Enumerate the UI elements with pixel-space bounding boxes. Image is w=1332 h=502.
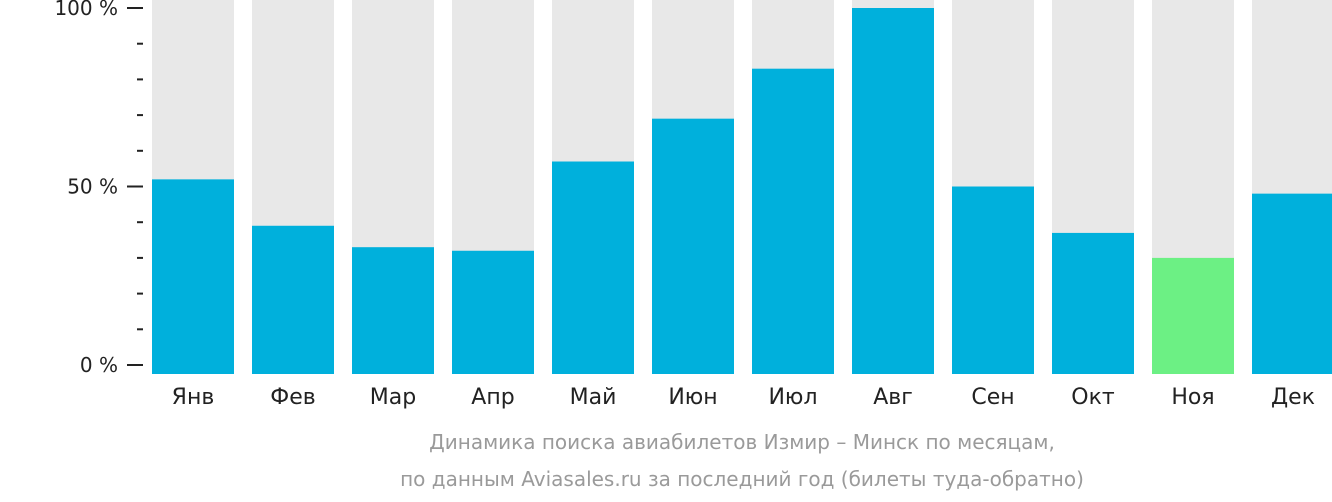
x-tick-label: Июл: [768, 385, 817, 410]
bar-chart: 0 % 50 % 100 % Янв Фев Мар Апр Май Июн Июл Авг Сен…: [54, 0, 1332, 410]
x-tick-label: Янв: [172, 385, 215, 410]
x-tick-label: Сен: [971, 385, 1014, 410]
bar: [952, 186, 1034, 374]
x-tick-label: Мар: [370, 385, 416, 410]
chart-caption-line-2: по данным Aviasales.ru за последний год …: [400, 467, 1084, 491]
bars-group: [152, 0, 1332, 374]
x-tick-label: Авг: [873, 385, 913, 410]
bar: [152, 179, 234, 374]
y-axis: 0 % 50 % 100 %: [54, 0, 143, 377]
x-tick-label: Фев: [270, 385, 315, 410]
bar: [852, 8, 934, 374]
x-tick-label: Дек: [1271, 385, 1315, 410]
bar: [1252, 193, 1332, 374]
x-tick-label: Ноя: [1171, 385, 1214, 410]
bar: [252, 225, 334, 374]
x-tick-label: Окт: [1071, 385, 1115, 410]
y-tick-label: 100 %: [54, 0, 118, 20]
x-tick-label: Июн: [668, 385, 717, 410]
chart-caption-line-1: Динамика поиска авиабилетов Измир – Минс…: [429, 430, 1055, 454]
bar: [552, 161, 634, 374]
bar: [752, 68, 834, 374]
x-tick-label: Апр: [471, 385, 514, 410]
x-tick-label: Май: [570, 385, 617, 410]
bar: [452, 250, 534, 374]
y-tick-label: 0 %: [80, 353, 118, 377]
x-axis-labels: Янв Фев Мар Апр Май Июн Июл Авг Сен Окт Ноя Дек: [172, 385, 1315, 410]
y-tick-label: 50 %: [67, 175, 118, 199]
bar: [1052, 232, 1134, 374]
bar: [1152, 257, 1234, 374]
bar: [652, 118, 734, 374]
bar: [352, 247, 434, 374]
